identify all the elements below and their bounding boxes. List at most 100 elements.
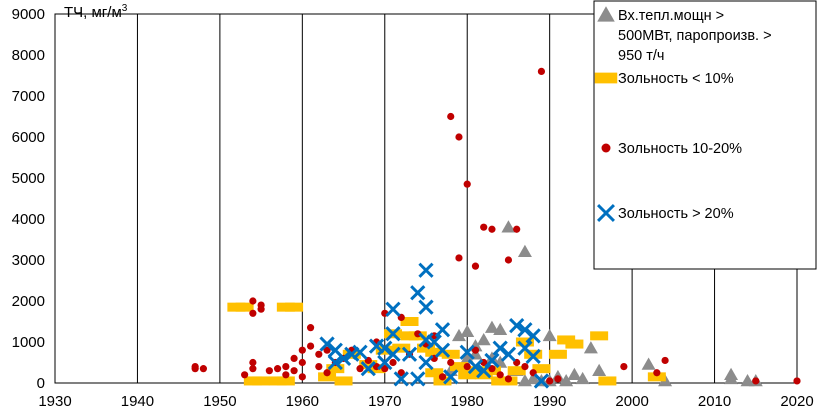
marker-x [525,348,541,364]
marker-circle [537,67,546,75]
marker-square [647,372,666,382]
marker-circle [488,225,496,233]
x-tick-label: 2000 [615,393,648,410]
marker-square [441,349,460,359]
x-tick-label: 1980 [451,393,484,410]
marker-x [459,344,475,360]
y-axis-label-text: ТЧ, мг/м [64,4,122,21]
marker-circle [455,133,463,141]
marker-x [410,285,426,301]
marker-circle [356,365,364,373]
marker-circle [752,377,760,385]
legend-entry: Вх.тепл.мощн > 500МВт, паропроизв. > 950 т… [597,6,772,64]
marker-circle [249,309,257,317]
x-tick-label: 1930 [38,393,71,410]
marker-square [425,368,444,378]
legend: Вх.тепл.мощн > 500МВт, паропроизв. > 950 т… [593,0,817,270]
marker-circle [620,363,628,371]
marker-square [590,331,609,341]
marker-square [400,317,419,326]
marker-circle [513,225,521,233]
y-axis-label: ТЧ, мг/м3 [64,3,128,21]
x-tick-label: 1950 [203,393,236,410]
marker-square [548,349,567,359]
marker-circle [241,371,249,379]
marker-x [410,371,426,387]
y-tick-label: 4000 [12,211,45,228]
x-tick-label: 1990 [533,393,566,410]
marker-triangle [484,351,499,364]
marker-circle [323,369,331,377]
marker-x [401,346,418,362]
marker-circle [447,112,455,121]
marker-x [352,344,368,360]
marker-circle [265,367,273,375]
marker-circle [315,350,323,358]
marker-x [525,328,541,344]
marker-square [598,376,617,386]
marker-x [533,373,550,389]
marker-x [434,322,451,338]
marker-circle [554,375,562,383]
marker-square [252,376,271,386]
marker-circle [282,363,290,371]
marker-circle [389,358,397,367]
series-markers [319,262,550,389]
marker-circle [480,223,488,231]
marker-circle [381,365,389,373]
marker-triangle [501,220,516,233]
marker-triangle [559,373,574,387]
marker-triangle [451,328,466,342]
marker-circle [438,373,447,381]
marker-circle [249,358,257,367]
marker-circle [601,143,611,153]
marker-circle [249,365,257,373]
x-tick-label: 1960 [286,393,319,410]
marker-x [484,352,500,369]
marker-square [532,364,551,374]
marker-x [509,317,525,334]
marker-circle [653,369,661,377]
marker-circle [274,365,282,373]
y-axis-label-superscript: 3 [122,3,128,14]
marker-circle [496,371,504,379]
y-tick-label: 8000 [12,47,45,64]
marker-circle [521,363,529,371]
marker-circle [191,365,199,373]
legend-label: Зольность < 10% [618,71,734,87]
marker-circle [298,373,306,381]
marker-circle [463,180,471,188]
marker-square [507,366,526,376]
marker-circle [471,262,480,270]
marker-circle [793,377,801,385]
marker-triangle [583,341,598,354]
marker-circle [306,342,315,350]
x-tick-label: 1970 [368,393,401,410]
marker-triangle [567,367,582,381]
legend-label: 950 т/ч [618,48,664,64]
marker-circle [298,346,306,354]
marker-x [335,350,352,367]
marker-circle [290,367,298,375]
marker-triangle [460,324,475,337]
legend-entry: Зольность < 10% [594,71,734,87]
y-tick-label: 9000 [12,6,45,23]
data-markers [191,67,801,389]
marker-circle [397,369,405,377]
marker-x [418,354,434,371]
marker-x [393,371,409,387]
x-tick-label: 2020 [780,393,813,410]
marker-x [500,346,517,362]
marker-square [425,347,444,357]
marker-triangle [641,357,656,370]
marker-circle [463,363,471,371]
y-tick-label: 2000 [12,293,45,310]
marker-circle [504,375,513,383]
marker-x [385,301,401,317]
marker-circle [315,363,323,371]
marker-x [385,346,401,362]
marker-x [597,204,615,222]
marker-circle [471,346,480,354]
marker-circle [249,297,257,305]
